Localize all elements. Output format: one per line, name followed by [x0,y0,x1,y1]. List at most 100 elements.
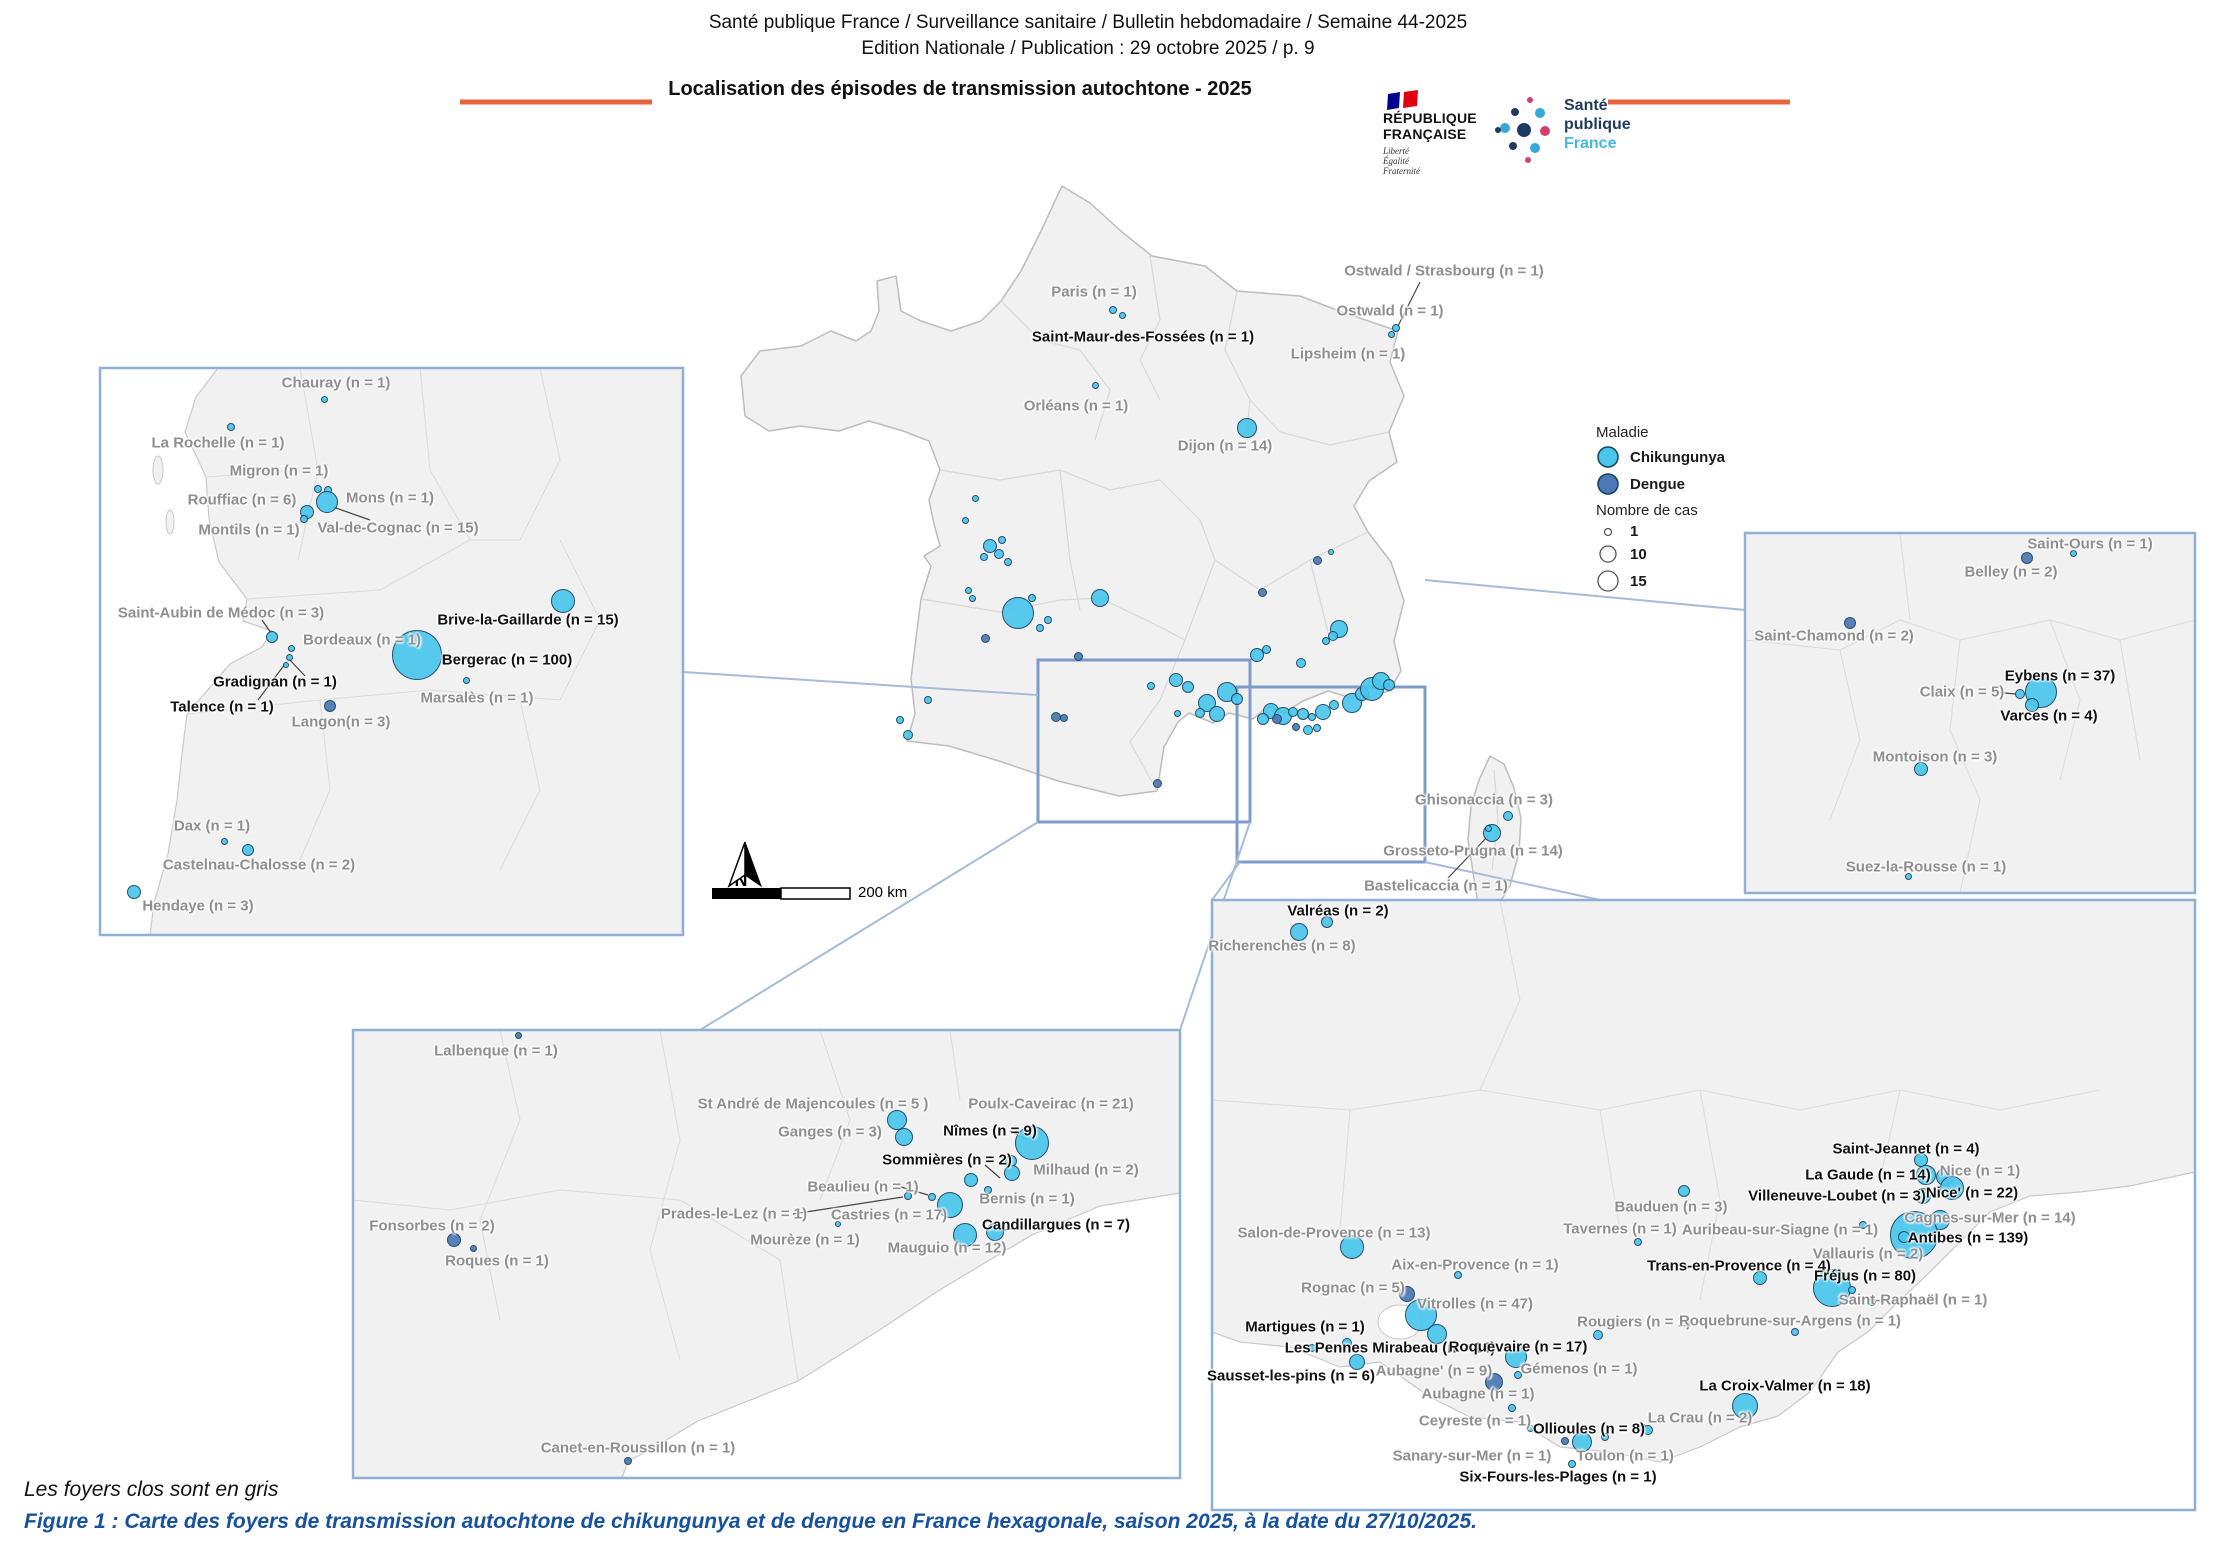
case-bubble-chik [462,676,470,684]
case-bubble-chik [1328,631,1338,641]
place-label: Aubagne (n = 1) [1421,1385,1535,1403]
bulletin-header-line1: Santé publique France / Surveillance san… [708,12,1468,33]
case-bubble-dengue [1152,778,1162,788]
case-bubble-chik [924,696,932,704]
case-bubble-chik [1392,324,1400,332]
place-label: Rouffiac (n = 6) [187,491,297,509]
place-label: Lalbenque (n = 1) [434,1042,558,1060]
case-bubble-chik [1109,306,1117,314]
case-bubble-chik [2025,698,2039,712]
case-bubble-chik [1405,1299,1437,1331]
case-bubble-chik [1383,679,1395,691]
case-bubble-chik [1308,1344,1316,1352]
case-bubble-chik [964,1173,978,1187]
place-label: Langon(n = 3) [291,713,391,731]
legend-item-dengue: Dengue [1596,472,1836,496]
case-bubble-chik [2069,549,2077,557]
case-bubble-chik [928,1193,936,1201]
zoom-rect-occitanie [1036,658,1252,824]
case-bubble-chik [300,515,308,523]
place-label: Grosseto-Prugna (n = 14) [1383,842,1563,860]
place-label: Migron (n = 1) [229,462,329,480]
case-bubble-chik [283,662,289,668]
place-label: Castries (n = 17) [830,1206,948,1224]
case-bubble-chik [998,536,1006,544]
place-label: Auribeau-sur-Siagne (n = 1) [1681,1221,1879,1239]
case-bubble-chik [994,549,1004,559]
case-bubble-chik [937,1192,963,1218]
place-label: Bauduen (n = 3) [1614,1198,1728,1216]
place-label: Sommières (n = 2) [882,1151,1012,1169]
legend-disease-title: Maladie [1596,424,1649,441]
case-bubble-chik [1848,1286,1856,1294]
case-bubble-chik [1634,1238,1642,1246]
rf-motto-line2: Égalité [1383,156,1409,166]
legend-size-15: 15 [1596,568,1836,594]
case-bubble-dengue [2021,552,2033,564]
place-label: Tavernes (n = 1) [1563,1220,1677,1238]
case-bubble-chik [1303,725,1313,735]
place-label: Aubagne' (n = 9) [1375,1362,1493,1380]
case-bubble-chik [1118,311,1126,319]
rf-logo-line1: RÉPUBLIQUE [1383,110,1477,126]
place-label: Bordeaux (n = 1) [303,631,421,649]
place-label: Hendaye (n = 3) [142,897,254,915]
case-bubble-dengue [1272,714,1282,724]
place-label: Castelnau-Chalosse (n = 2) [162,856,356,874]
place-label: Richerenches (n = 8) [1208,937,1356,955]
case-bubble-chik [1308,713,1316,721]
case-bubble-chik [1313,724,1321,732]
case-bubble-chik [1454,1271,1462,1279]
legend-chikungunya-label: Chikungunya [1630,448,1726,466]
case-bubble-chik [1315,704,1331,720]
place-label: Bernis (n = 1) [979,1190,1075,1208]
place-label: Ghisonaccia (n = 3) [1415,791,1553,809]
place-label: La Croix-Valmer (n = 18) [1699,1377,1871,1395]
place-label: Antibes (n = 139) [1907,1229,2029,1247]
place-label: Saint-Maur-des-Fossées (n = 1) [1031,328,1255,346]
place-label: La Rochelle (n = 1) [151,434,285,452]
rf-motto-line3: Fraternité [1383,166,1420,176]
case-bubble-chik [1209,706,1225,722]
case-bubble-dengue [1561,1437,1569,1445]
figure-caption: Figure 1 : Carte des foyers de transmiss… [24,1510,1477,1533]
place-label: Nice (n = 1) [1939,1162,2021,1180]
case-bubble-chik [287,644,295,652]
place-label: Fonsorbes (n = 2) [369,1217,495,1235]
bulletin-header-line2: Edition Nationale / Publication : 29 oct… [861,38,1315,59]
size-10-swatch-icon [1599,545,1617,563]
place-label: Nîmes (n = 9) [943,1122,1037,1140]
republique-francaise-flag-icon [1387,90,1418,110]
place-label: Fréjus (n = 80) [1813,1267,1917,1285]
case-bubble-chik [1002,597,1034,629]
place-label: Ostwald (n = 1) [1336,302,1444,320]
legend: Maladie Chikungunya Dengue Nombre de cas… [1596,418,1836,597]
case-bubble-chik [1916,1165,1936,1185]
place-label: Ganges (n = 3) [778,1123,882,1141]
place-label: Saint-Jeannet (n = 4) [1832,1140,1980,1158]
place-label: Chauray (n = 1) [281,374,391,392]
spf-word3: France [1564,135,1617,152]
zoom-rect-paca [1235,685,1427,864]
place-label: Roques (n = 1) [445,1252,549,1270]
case-bubble-chik [1643,1425,1653,1435]
place-label: Montils (n = 1) [198,521,300,539]
scale-distance-label: 200 km [858,884,908,901]
inset-occitanie-shape [351,1028,1182,1480]
north-arrow-icon [727,841,763,888]
case-bubble-chik [1147,682,1155,690]
label-leader-lines [257,281,2017,1232]
case-bubble-chik [1182,681,1194,693]
case-bubble-chik [1004,558,1012,566]
place-label: St André de Majencoules (n = 5 ) [697,1095,929,1113]
case-bubble-chik [896,716,904,724]
spf-word2: publique [1564,116,1631,133]
place-label: Les Pennes Mirabeau (n = 14) [1284,1339,1496,1357]
case-bubble-chik [1940,1176,1964,1200]
case-bubble-dengue [1257,587,1267,597]
case-bubble-chik [314,485,322,493]
case-bubble-chik [1036,624,1044,632]
rf-motto-line1: Liberté [1383,146,1409,156]
place-label: Paris (n = 1) [1051,283,1137,301]
place-label: Ollioules (n = 8) [1532,1420,1646,1438]
